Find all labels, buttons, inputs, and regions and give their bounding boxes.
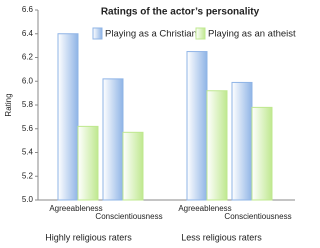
- chart-title: Ratings of the actor’s personality: [101, 7, 260, 18]
- y-tick-label: 5.8: [22, 100, 34, 109]
- y-tick-label: 5.0: [22, 195, 34, 204]
- x-tick-label: Conscientiousness: [95, 212, 162, 221]
- x-tick-label: Conscientiousness: [224, 212, 291, 221]
- y-tick-label: 5.6: [22, 124, 34, 133]
- y-tick-label: 6.6: [22, 5, 34, 14]
- bar: [186, 51, 208, 201]
- legend-label: Playing as a Christian: [105, 29, 197, 40]
- group-label: Highly religious raters: [45, 232, 132, 242]
- bar: [122, 131, 144, 201]
- y-tick-label: 6.2: [22, 53, 34, 62]
- bar: [102, 78, 124, 201]
- y-tick-label: 6.4: [22, 29, 34, 38]
- y-tick-label: 6.0: [22, 76, 34, 85]
- bar: [231, 81, 253, 201]
- legend-swatch: [92, 27, 103, 40]
- bar: [57, 33, 79, 201]
- legend-label: Playing as an atheist: [208, 29, 296, 40]
- y-tick-label: 5.2: [22, 171, 34, 180]
- bar: [251, 106, 273, 201]
- chart: Ratings of the actor’s personality Ratin…: [4, 5, 296, 242]
- group-label: Less religious raters: [181, 232, 262, 242]
- y-tick-label: 5.4: [22, 148, 34, 157]
- bar: [77, 125, 99, 201]
- legend-swatch: [195, 27, 206, 40]
- y-axis-label: Rating: [4, 93, 13, 116]
- bar: [206, 90, 228, 201]
- x-tick-label: Agreeableness: [49, 204, 102, 213]
- x-tick-label: Agreeableness: [178, 204, 231, 213]
